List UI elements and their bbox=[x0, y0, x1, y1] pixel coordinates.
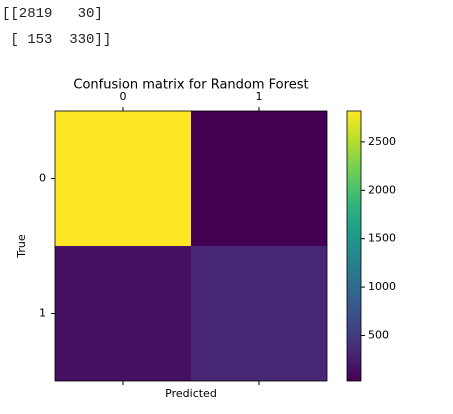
colorbar-tick-label: 1500 bbox=[368, 232, 396, 245]
heatmap-cell bbox=[55, 111, 191, 246]
output-line: [ 153 330]] bbox=[2, 32, 112, 48]
plot-frame bbox=[54, 110, 328, 382]
x-tick-label: 0 bbox=[120, 90, 127, 103]
y-tick-label: 0 bbox=[39, 172, 46, 185]
chart-title: Confusion matrix for Random Forest bbox=[73, 78, 308, 93]
colorbar-tick-label: 500 bbox=[368, 328, 389, 341]
colorbar-tick-label: 2000 bbox=[368, 183, 396, 196]
y-tick-label: 1 bbox=[39, 307, 46, 320]
colorbar-tick-label: 2500 bbox=[368, 135, 396, 148]
heatmap-cell bbox=[191, 111, 327, 246]
heatmap-cell bbox=[191, 246, 327, 381]
y-axis-label: True bbox=[15, 234, 28, 259]
heatmap-cell bbox=[55, 246, 191, 381]
colorbar-tick-label: 1000 bbox=[368, 280, 396, 293]
colorbar bbox=[346, 110, 362, 382]
output-line: [[2819 30] bbox=[2, 6, 103, 22]
x-tick-label: 1 bbox=[256, 90, 263, 103]
x-axis-label: Predicted bbox=[165, 387, 217, 400]
